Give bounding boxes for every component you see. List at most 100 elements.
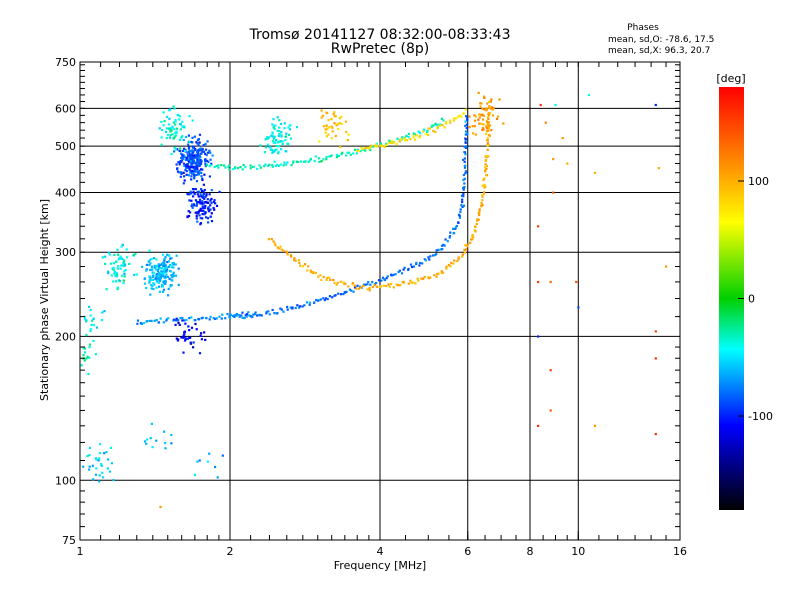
cluster-point	[108, 253, 111, 256]
trace-point	[385, 277, 388, 280]
cluster-point	[173, 150, 176, 153]
cluster-point	[164, 269, 168, 272]
cluster-point	[112, 262, 115, 265]
cluster-point	[208, 452, 211, 455]
trace-point	[228, 316, 232, 319]
trace-point	[465, 145, 468, 148]
cluster-point	[182, 125, 185, 128]
trace-point	[298, 261, 301, 265]
trace-point	[409, 279, 412, 282]
trace-point	[283, 161, 286, 164]
scatter-point	[566, 162, 569, 165]
cluster-point	[117, 258, 120, 261]
cluster-point	[327, 119, 330, 122]
cluster-point	[181, 154, 184, 157]
trace-point	[484, 185, 487, 188]
trace-point	[466, 243, 469, 246]
cluster-point	[198, 352, 202, 355]
cluster-point	[182, 351, 185, 354]
cluster-point	[187, 159, 190, 162]
trace-point	[355, 287, 358, 290]
cluster-point	[346, 139, 349, 142]
trace-point	[167, 317, 170, 320]
colorbar-tick-label: -100	[748, 410, 773, 423]
cluster-point	[178, 323, 181, 326]
trace-point	[465, 127, 468, 130]
cluster-point	[273, 136, 276, 139]
cluster-point	[143, 440, 147, 443]
trace-point	[486, 144, 489, 147]
trace-point	[463, 151, 466, 154]
trace-point	[254, 311, 257, 314]
trace-point	[188, 317, 191, 320]
cluster-point	[172, 271, 175, 274]
cluster-point	[179, 175, 182, 178]
trace-point	[313, 159, 316, 163]
cluster-point	[263, 151, 266, 154]
cluster-point	[337, 127, 340, 131]
trace-point	[458, 216, 461, 219]
trace-point	[356, 284, 359, 287]
cluster-point	[163, 120, 166, 123]
trace-point	[464, 244, 467, 247]
trace-point	[488, 106, 491, 109]
cluster-point	[199, 147, 202, 150]
trace-point	[176, 318, 179, 322]
cluster-point	[204, 211, 207, 214]
trace-point	[368, 289, 371, 292]
cluster-point	[209, 158, 212, 161]
scatter-point	[539, 103, 542, 107]
cluster-point	[105, 288, 108, 291]
trace-point	[474, 230, 477, 233]
cluster-point	[200, 152, 203, 155]
cluster-point	[178, 171, 181, 174]
trace-point	[455, 224, 458, 228]
trace-point	[487, 126, 490, 130]
cluster-point	[174, 135, 177, 138]
cluster-point	[170, 442, 173, 445]
trace-point	[426, 129, 429, 132]
trace-point	[427, 133, 430, 136]
cluster-point	[112, 479, 115, 482]
trace-point	[457, 256, 460, 259]
y-tick-label: 300	[55, 246, 76, 259]
cluster-point	[284, 139, 287, 142]
trace-point	[194, 319, 197, 322]
trace-point	[343, 291, 346, 294]
cluster-point	[161, 128, 164, 132]
trace-point	[429, 276, 432, 279]
trace-point	[407, 282, 410, 285]
trace-point	[197, 318, 201, 321]
trace-point	[459, 208, 462, 211]
trace-point	[239, 166, 242, 169]
cluster-point	[196, 156, 199, 159]
trace-point	[369, 283, 372, 286]
cluster-point	[150, 265, 153, 268]
cluster-point	[186, 337, 189, 340]
cluster-point	[196, 166, 199, 169]
trace-point	[453, 117, 456, 120]
cluster-point	[165, 115, 169, 118]
trace-point	[466, 245, 469, 248]
cluster-point	[201, 196, 204, 199]
cluster-point	[164, 282, 167, 285]
cluster-point	[221, 454, 224, 457]
trace-point	[241, 168, 244, 171]
trace-point	[415, 261, 418, 264]
trace-point	[466, 116, 469, 119]
cluster-point	[177, 161, 180, 164]
cluster-point	[201, 168, 204, 171]
trace-point	[461, 198, 464, 201]
cluster-point	[177, 113, 180, 117]
cluster-point	[194, 199, 197, 202]
cluster-point	[196, 212, 199, 215]
cluster-point	[87, 372, 90, 376]
trace-point	[412, 134, 415, 137]
trace-point	[394, 273, 397, 276]
cluster-point	[173, 127, 176, 131]
cluster-point	[88, 468, 91, 471]
cluster-point	[189, 149, 192, 152]
cluster-point	[277, 152, 280, 155]
cluster-point	[110, 274, 113, 277]
cluster-point	[145, 442, 148, 445]
